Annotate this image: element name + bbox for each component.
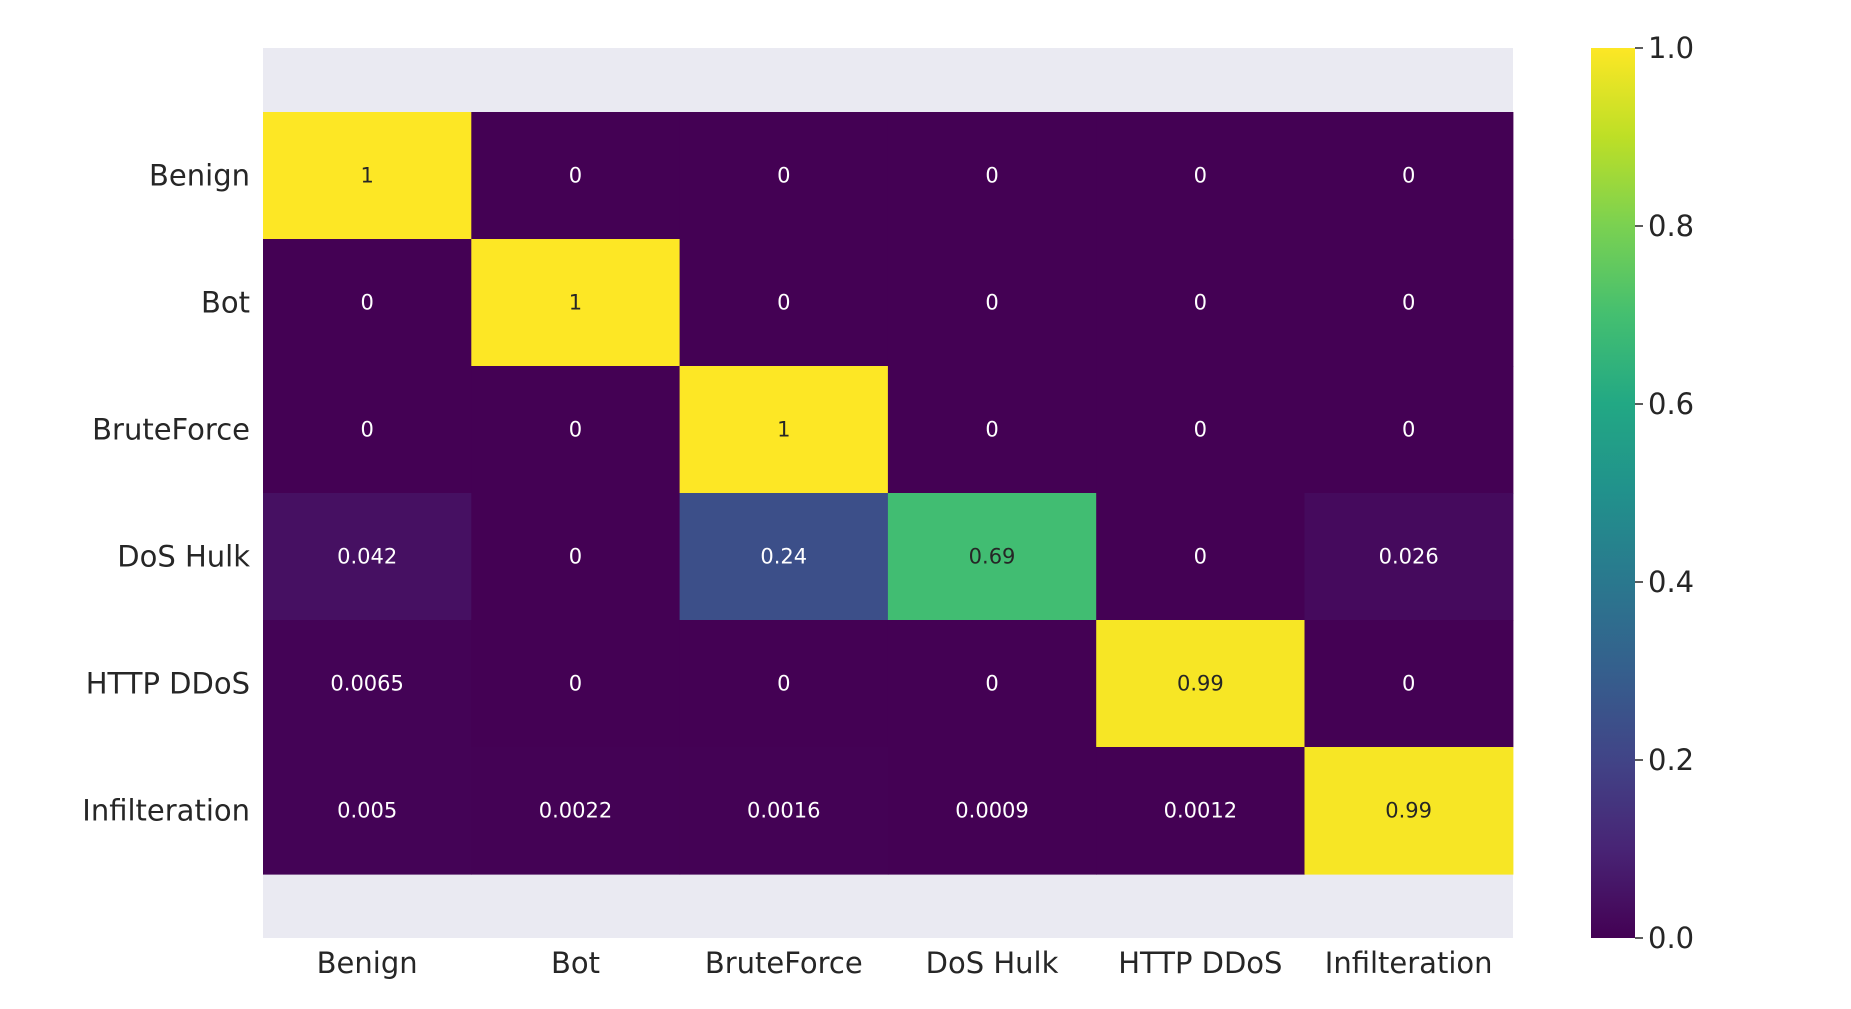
cell-dos-hulk-infilteration — [1304, 493, 1514, 621]
cell-http-ddos-benign — [263, 620, 472, 748]
cell-label: 0 — [569, 672, 582, 696]
cell-bot-infilteration — [1304, 239, 1514, 367]
cell-benign-http-ddos — [1096, 112, 1306, 240]
cell-bruteforce-bot — [471, 366, 681, 494]
cell-label: 0 — [1194, 164, 1207, 188]
cell-benign-bruteforce — [679, 112, 889, 240]
cell-http-ddos-infilteration — [1304, 620, 1514, 748]
cell-benign-infilteration — [1304, 112, 1514, 240]
y-tick-label-dos-hulk: DoS Hulk — [117, 540, 250, 574]
cell-infilteration-benign — [263, 747, 472, 875]
cell-label: 0.026 — [1379, 545, 1439, 569]
cell-bruteforce-http-ddos — [1096, 366, 1306, 494]
colorbar-tick-label: 0.2 — [1648, 743, 1694, 777]
cell-label: 0 — [985, 291, 998, 315]
cell-label: 0.0016 — [747, 799, 820, 823]
heatmap-cells — [263, 112, 1514, 875]
cell-label: 1 — [360, 164, 373, 188]
cell-label: 0 — [777, 164, 790, 188]
colorbar-tick-label: 0.6 — [1648, 387, 1694, 421]
y-tick-label-benign: Benign — [149, 159, 250, 193]
cell-http-ddos-http-ddos — [1096, 620, 1306, 748]
x-tick-label-http-ddos: HTTP DDoS — [1118, 946, 1282, 980]
cell-bruteforce-bruteforce — [679, 366, 889, 494]
cell-label: 0 — [1402, 672, 1415, 696]
heatmap-cell-labels: 1 0 0 0 0 0 0 1 0 0 0 0 0 0 1 0 0 0 0.042 0 0.24 0.69 0 0.026 0.… — [330, 164, 1438, 823]
x-tick-label-infilteration: Infilteration — [1325, 946, 1493, 980]
cell-dos-hulk-dos-hulk — [887, 493, 1097, 621]
cell-dos-hulk-bruteforce — [679, 493, 889, 621]
cell-label: 0.0012 — [1164, 799, 1237, 823]
cell-http-ddos-dos-hulk — [887, 620, 1097, 748]
cell-bruteforce-dos-hulk — [887, 366, 1097, 494]
cell-label: 0.24 — [760, 545, 807, 569]
cell-label: 1 — [569, 291, 582, 315]
cell-dos-hulk-http-ddos — [1096, 493, 1306, 621]
y-tick-label-infilteration: Infilteration — [82, 794, 250, 828]
cell-benign-dos-hulk — [887, 112, 1097, 240]
cell-label: 0.99 — [1177, 672, 1224, 696]
cell-dos-hulk-benign — [263, 493, 472, 621]
cell-label: 0 — [569, 545, 582, 569]
cell-bot-benign — [263, 239, 472, 367]
cell-label: 0 — [360, 418, 373, 442]
cell-label: 0.0022 — [539, 799, 612, 823]
cell-label: 0.0065 — [330, 672, 403, 696]
y-axis-tick-labels: Benign Bot BruteForce DoS Hulk HTTP DDoS Infi… — [82, 159, 250, 828]
cell-bruteforce-infilteration — [1304, 366, 1514, 494]
cell-label: 1 — [777, 418, 790, 442]
colorbar-ticks: 0.0 0.2 0.4 0.6 0.8 1.0 — [1635, 31, 1694, 955]
y-tick-label-bot: Bot — [201, 286, 250, 320]
cell-label: 0 — [1194, 291, 1207, 315]
cell-label: 0 — [1402, 418, 1415, 442]
cell-label: 0 — [1194, 545, 1207, 569]
cell-label: 0 — [1402, 291, 1415, 315]
cell-label: 0.005 — [337, 799, 397, 823]
cell-label: 0 — [985, 164, 998, 188]
cell-bot-bot — [471, 239, 681, 367]
cell-http-ddos-bruteforce — [679, 620, 889, 748]
cell-dos-hulk-bot — [471, 493, 681, 621]
cell-infilteration-infilteration — [1304, 747, 1514, 875]
cell-infilteration-http-ddos — [1096, 747, 1306, 875]
y-tick-label-http-ddos: HTTP DDoS — [86, 667, 250, 701]
colorbar: 0.0 0.2 0.4 0.6 0.8 1.0 — [1591, 31, 1694, 955]
cell-label: 0 — [569, 164, 582, 188]
cell-benign-bot — [471, 112, 681, 240]
x-tick-label-benign: Benign — [317, 946, 418, 980]
y-tick-label-bruteforce: BruteForce — [92, 413, 250, 447]
cell-label: 0.0009 — [955, 799, 1028, 823]
cell-label: 0 — [1194, 418, 1207, 442]
cell-label: 0 — [569, 418, 582, 442]
x-tick-label-dos-hulk: DoS Hulk — [926, 946, 1059, 980]
colorbar-tick-label: 0.8 — [1648, 209, 1694, 243]
cell-infilteration-dos-hulk — [887, 747, 1097, 875]
cell-bot-bruteforce — [679, 239, 889, 367]
colorbar-tick-label: 1.0 — [1648, 31, 1694, 65]
cell-bot-dos-hulk — [887, 239, 1097, 367]
cell-label: 0 — [985, 418, 998, 442]
cell-label: 0.69 — [969, 545, 1016, 569]
cell-label: 0 — [777, 672, 790, 696]
x-axis-tick-labels: Benign Bot BruteForce DoS Hulk HTTP DDoS Infi… — [317, 946, 1493, 980]
cell-label: 0 — [985, 672, 998, 696]
cell-infilteration-bot — [471, 747, 681, 875]
colorbar-gradient — [1591, 48, 1635, 938]
cell-label: 0 — [360, 291, 373, 315]
x-tick-label-bruteforce: BruteForce — [705, 946, 863, 980]
cell-http-ddos-bot — [471, 620, 681, 748]
colorbar-tick-label: 0.0 — [1648, 921, 1694, 955]
cell-label: 0 — [1402, 164, 1415, 188]
cell-label: 0 — [777, 291, 790, 315]
cell-label: 0.042 — [337, 545, 397, 569]
x-tick-label-bot: Bot — [551, 946, 600, 980]
cell-bot-http-ddos — [1096, 239, 1306, 367]
cell-infilteration-bruteforce — [679, 747, 889, 875]
cell-bruteforce-benign — [263, 366, 472, 494]
cell-label: 0.99 — [1385, 799, 1432, 823]
cell-benign-benign — [263, 112, 472, 240]
colorbar-tick-label: 0.4 — [1648, 565, 1694, 599]
